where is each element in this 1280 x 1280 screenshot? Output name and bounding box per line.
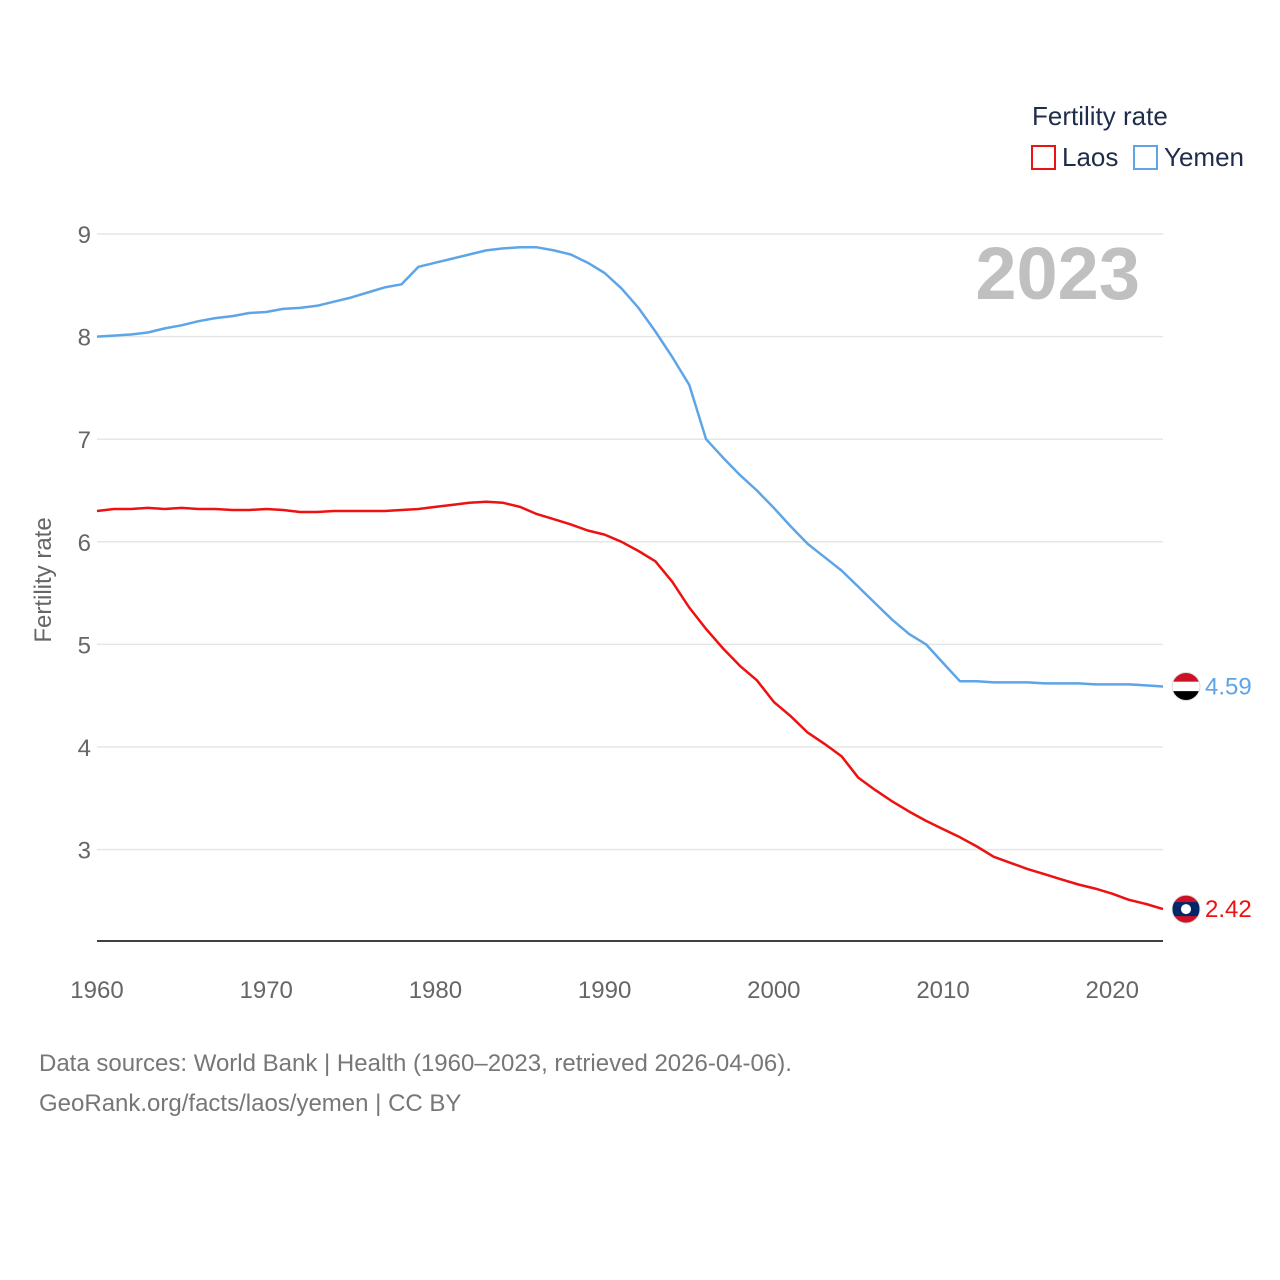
legend-swatch-laos bbox=[1031, 145, 1056, 170]
legend-label-yemen: Yemen bbox=[1164, 142, 1244, 172]
y-tick-label-3: 3 bbox=[78, 838, 91, 865]
series-lines bbox=[96, 246, 1164, 911]
x-tick-label-2010: 2010 bbox=[916, 977, 969, 1004]
y-tick-label-7: 7 bbox=[78, 427, 91, 454]
gridlines bbox=[97, 233, 1163, 851]
legend-swatch-yemen bbox=[1133, 145, 1158, 170]
fertility-line-chart: 3 4 5 6 7 8 9 1960 1970 1980 1990 2000 2010 2020 Fer… bbox=[30, 101, 1252, 1004]
legend-title: Fertility rate bbox=[1032, 101, 1168, 131]
y-axis-title: Fertility rate bbox=[30, 517, 57, 642]
yemen-flag-icon bbox=[1171, 671, 1201, 701]
x-tick-label-1960: 1960 bbox=[70, 977, 123, 1004]
legend: Fertility rate Laos Yemen bbox=[1031, 101, 1244, 172]
source-line: Data sources: World Bank | Health (1960–… bbox=[39, 1050, 792, 1077]
y-tick-label-8: 8 bbox=[78, 325, 91, 352]
series-line-yemen bbox=[96, 246, 1164, 688]
x-tick-label-1990: 1990 bbox=[578, 977, 631, 1004]
x-tick-label-1980: 1980 bbox=[409, 977, 462, 1004]
x-tick-label-1970: 1970 bbox=[240, 977, 293, 1004]
x-axis-ticks: 1960 1970 1980 1990 2000 2010 2020 bbox=[70, 977, 1139, 1004]
end-value-label-yemen: 4.59 bbox=[1205, 673, 1252, 700]
legend-item-laos[interactable]: Laos bbox=[1031, 142, 1118, 172]
end-value-label-laos: 2.42 bbox=[1205, 896, 1252, 923]
source-note: Data sources: World Bank | Health (1960–… bbox=[39, 1044, 792, 1124]
y-tick-label-6: 6 bbox=[78, 530, 91, 557]
year-stamp: 2023 bbox=[975, 232, 1140, 315]
y-axis-ticks: 3 4 5 6 7 8 9 bbox=[78, 222, 91, 865]
laos-flag-icon bbox=[1171, 894, 1201, 924]
series-line-laos bbox=[96, 500, 1164, 911]
x-tick-label-2000: 2000 bbox=[747, 977, 800, 1004]
y-tick-label-9: 9 bbox=[78, 222, 91, 249]
legend-label-laos: Laos bbox=[1062, 142, 1118, 172]
x-tick-label-2020: 2020 bbox=[1086, 977, 1139, 1004]
y-tick-label-4: 4 bbox=[78, 735, 91, 762]
y-tick-label-5: 5 bbox=[78, 632, 91, 659]
license-line: GeoRank.org/facts/laos/yemen | CC BY bbox=[39, 1090, 462, 1117]
series-end-markers: 2.42 4.59 bbox=[1171, 671, 1252, 924]
legend-item-yemen[interactable]: Yemen bbox=[1133, 142, 1244, 172]
